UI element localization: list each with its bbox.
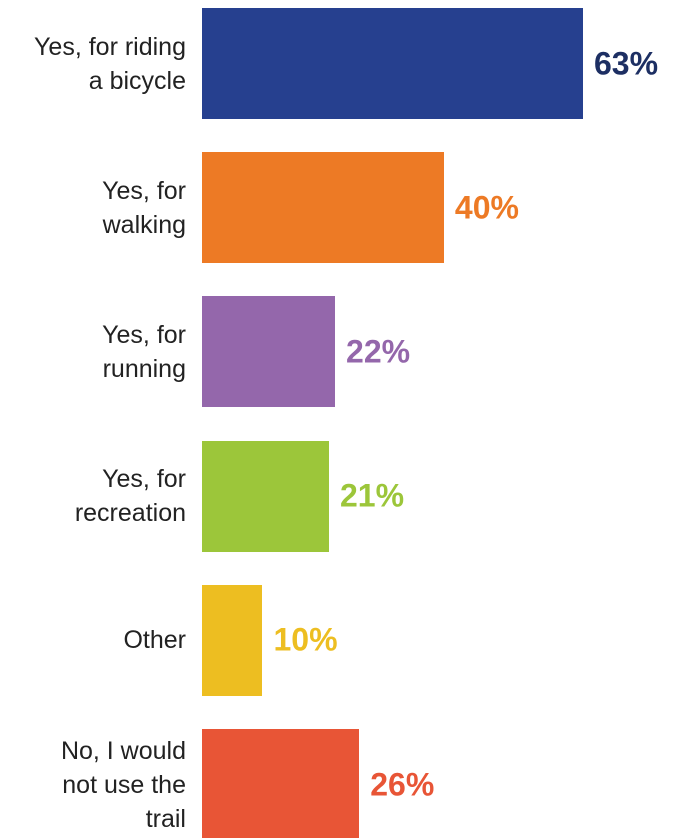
bar <box>202 296 336 408</box>
bar <box>202 729 360 838</box>
category-label: Yes, for recreation <box>74 465 186 528</box>
category-label: Other <box>123 626 186 655</box>
value-label: 63% <box>594 45 659 81</box>
value-label: 22% <box>346 333 411 370</box>
category-label: No, I would not use the trail <box>60 736 186 833</box>
category-label: Yes, for walking <box>102 176 186 239</box>
value-label: 21% <box>340 477 405 514</box>
bar <box>202 8 583 119</box>
bar <box>202 440 329 552</box>
value-label: 40% <box>454 189 519 226</box>
bar <box>202 584 263 696</box>
category-label: Yes, for running <box>102 320 186 383</box>
bar <box>202 152 444 264</box>
value-label: 26% <box>370 766 435 802</box>
category-label: Yes, for riding a bicycle <box>34 32 186 95</box>
value-label: 10% <box>273 621 338 658</box>
